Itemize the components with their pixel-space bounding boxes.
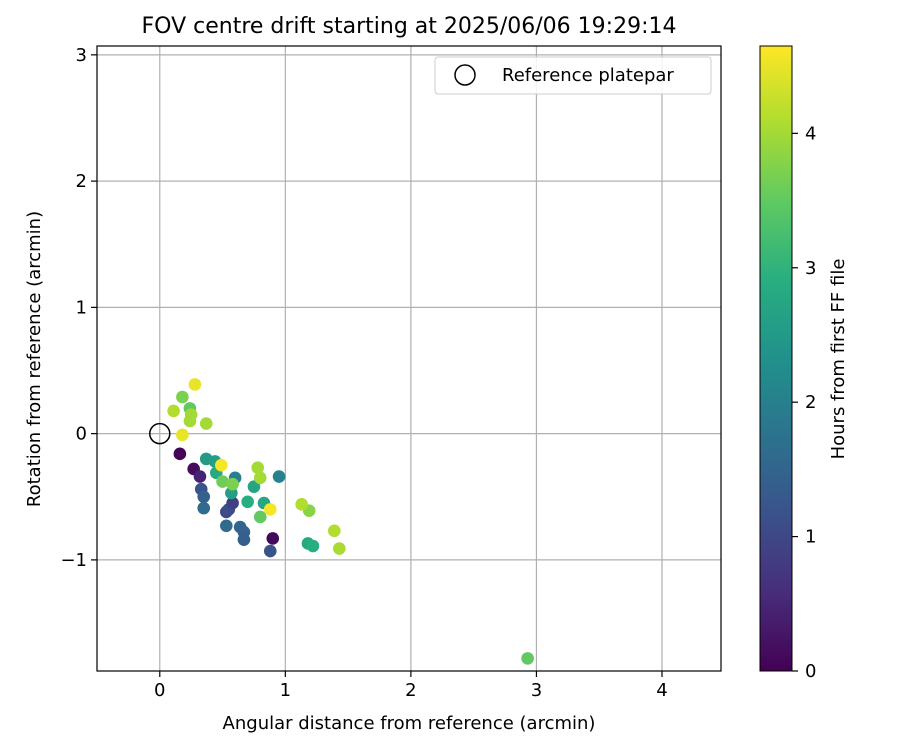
scatter-point xyxy=(184,408,198,421)
scatter-point xyxy=(237,533,251,546)
legend: Reference platepar xyxy=(434,56,712,95)
scatter-point xyxy=(197,490,211,504)
scatter-point xyxy=(266,532,280,545)
scatter-point xyxy=(251,461,265,475)
legend-box xyxy=(434,56,712,95)
y-tick-label: −1 xyxy=(60,550,87,571)
scatter-point xyxy=(193,470,207,483)
y-tick-label: 1 xyxy=(76,297,87,318)
scatter-point xyxy=(226,477,239,491)
colorbar-tick-label: 0 xyxy=(805,661,816,682)
scatter-point xyxy=(521,652,534,665)
scatter-point xyxy=(327,524,341,538)
scatter-point xyxy=(197,501,211,515)
scatter-point xyxy=(167,404,180,418)
scatter-point xyxy=(263,503,277,516)
scatter-point xyxy=(253,471,267,485)
scatter-point xyxy=(263,544,277,558)
scatter-point xyxy=(333,542,346,555)
scatter-point xyxy=(295,498,308,511)
legend-marker-open-circle xyxy=(454,64,476,86)
reference-platepar-marker xyxy=(149,422,171,445)
grid-lines xyxy=(97,46,721,671)
y-tick-label: 2 xyxy=(76,171,87,192)
scatter-point xyxy=(214,458,228,472)
x-axis-ticks: 0 1 2 3 4 xyxy=(154,671,668,701)
scatter-point xyxy=(306,539,320,553)
colorbar-tick-label: 3 xyxy=(805,258,816,279)
colorbar-tick-label: 1 xyxy=(805,527,816,548)
legend-label: Reference platepar xyxy=(502,65,674,86)
scatter-point xyxy=(220,519,233,533)
scatter-point xyxy=(241,495,254,509)
scatter-point xyxy=(199,417,213,430)
scatter-point xyxy=(176,390,189,404)
y-tick-label: 0 xyxy=(76,424,87,445)
colorbar-tick-label: 2 xyxy=(805,392,816,413)
x-tick-label: 3 xyxy=(531,680,542,701)
x-tick-label: 4 xyxy=(656,680,667,701)
colorbar-label: Hours from first FF file xyxy=(828,259,849,460)
plot-frame xyxy=(96,45,722,672)
scatter-point xyxy=(173,447,187,461)
x-tick-label: 0 xyxy=(154,680,165,701)
x-tick-label: 1 xyxy=(280,680,291,701)
data-points xyxy=(167,378,534,665)
scatter-point xyxy=(272,470,286,483)
scatter-point xyxy=(216,475,229,488)
x-tick-label: 2 xyxy=(405,680,416,701)
scatter-point xyxy=(176,428,189,442)
scatter-point xyxy=(253,510,267,524)
colorbar-tick-label: 4 xyxy=(805,123,816,144)
chart-title: FOV centre drift starting at 2025/06/06 … xyxy=(142,14,677,39)
y-axis-label: Rotation from reference (arcmin) xyxy=(24,211,45,507)
colorbar xyxy=(759,45,793,672)
y-tick-label: 3 xyxy=(76,45,87,66)
y-axis-ticks: −1 0 1 2 3 xyxy=(60,45,97,571)
scatter-point xyxy=(188,378,202,391)
x-axis-label: Angular distance from reference (arcmin) xyxy=(223,713,596,734)
colorbar-ticks: 0 1 2 3 4 xyxy=(792,123,816,682)
scatter-point xyxy=(247,480,261,493)
scatter-point xyxy=(226,496,239,510)
